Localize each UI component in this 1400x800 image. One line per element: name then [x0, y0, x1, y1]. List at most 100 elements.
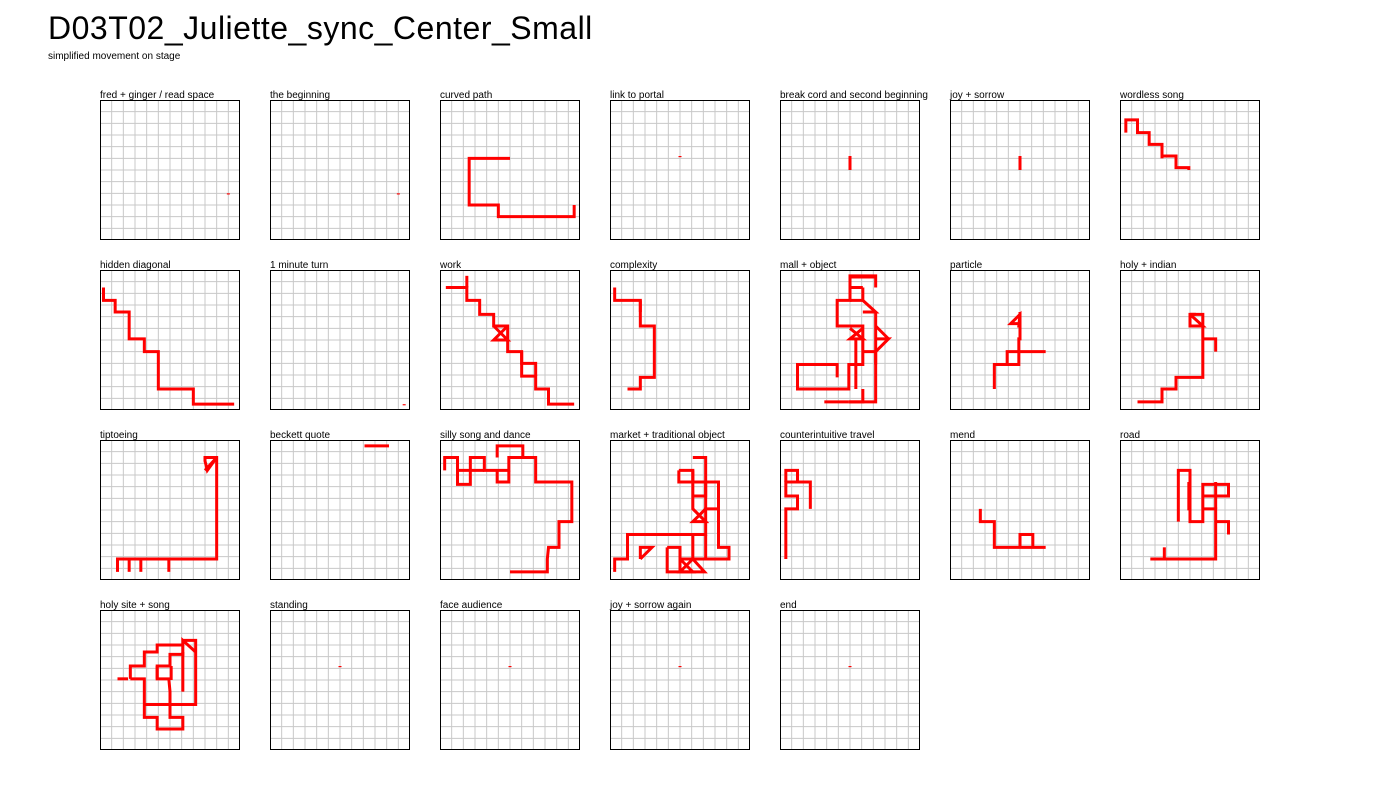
stage-frame — [610, 270, 750, 410]
stage-grid — [440, 440, 580, 580]
stage-grid — [270, 270, 410, 410]
stage-frame — [440, 610, 580, 750]
panel-title: mall + object — [780, 260, 837, 271]
stage-grid — [610, 100, 750, 240]
panel-title: end — [780, 600, 797, 611]
panel-title: particle — [950, 260, 983, 271]
stage-grid — [100, 270, 240, 410]
panel-title: break cord and second beginning — [780, 90, 928, 101]
panel-title: wordless song — [1120, 90, 1184, 101]
movement-path — [130, 677, 185, 731]
movement-path — [613, 507, 731, 572]
movement-path — [845, 327, 868, 341]
stage-frame — [270, 440, 410, 580]
movement-path — [467, 156, 576, 219]
chart-panel: the beginning — [270, 90, 410, 250]
stage-grid — [270, 100, 410, 240]
panel-title: standing — [270, 600, 308, 611]
chart-panel: break cord and second beginning — [780, 90, 928, 250]
chart-panel: tiptoeing — [100, 430, 240, 590]
stage-frame — [780, 270, 920, 410]
panel-title: link to portal — [610, 90, 664, 101]
stage-grid — [1120, 440, 1260, 580]
movement-path — [848, 274, 878, 289]
chart-panel: link to portal — [610, 90, 750, 250]
movement-path — [692, 482, 708, 498]
movement-path — [1188, 313, 1207, 328]
stage-frame — [100, 100, 240, 240]
movement-path — [203, 456, 218, 472]
panel-title: complexity — [610, 260, 658, 271]
movement-path — [874, 324, 893, 353]
movement-path — [520, 351, 538, 377]
movement-path — [677, 470, 693, 484]
stage-grid — [440, 270, 580, 410]
chart-panel: face audience — [440, 600, 580, 760]
stage-grid — [270, 440, 410, 580]
movement-path — [613, 287, 656, 391]
movement-path — [784, 468, 799, 482]
stage-frame — [1120, 440, 1260, 580]
stage-grid — [270, 610, 410, 750]
chart-panel: end — [780, 600, 920, 760]
panel-title: mend — [950, 430, 976, 441]
panel-title: silly song and dance — [440, 430, 531, 441]
chart-panel: market + traditional object — [610, 430, 750, 590]
movement-path — [848, 389, 865, 404]
movement-path — [1124, 118, 1191, 170]
stage-frame — [610, 610, 750, 750]
stage-grid — [610, 610, 750, 750]
page-title: D03T02_Juliette_sync_Center_Small — [48, 10, 593, 46]
stage-grid — [610, 270, 750, 410]
chart-panel: standing — [270, 600, 410, 760]
movement-path — [978, 508, 1046, 549]
stage-grid — [780, 440, 920, 580]
stage-frame — [610, 440, 750, 580]
stage-frame — [950, 270, 1090, 410]
stage-frame — [440, 100, 580, 240]
panel-title: market + traditional object — [610, 430, 725, 441]
stage-frame — [270, 100, 410, 240]
movement-path — [1150, 468, 1230, 561]
chart-panel: fred + ginger / read space — [100, 90, 240, 250]
movement-path — [992, 350, 1021, 389]
stage-frame — [780, 100, 920, 240]
movement-path — [850, 287, 865, 302]
stage-grid — [950, 270, 1090, 410]
movement-path — [676, 557, 697, 574]
stage-frame — [440, 270, 580, 410]
chart-panel: 1 minute turn — [270, 260, 410, 420]
stage-frame — [1120, 100, 1260, 240]
stage-grid — [440, 100, 580, 240]
chart-panel: wordless song — [1120, 90, 1260, 250]
stage-grid — [780, 610, 920, 750]
stage-grid — [950, 440, 1090, 580]
stage-grid — [950, 100, 1090, 240]
stage-grid — [100, 100, 240, 240]
panel-title: curved path — [440, 90, 493, 101]
stage-grid — [440, 610, 580, 750]
panel-title: fred + ginger / read space — [100, 90, 215, 101]
chart-panel: holy site + song — [100, 600, 240, 760]
stage-grid — [100, 610, 240, 750]
chart-panel: curved path — [440, 90, 580, 250]
movement-path — [128, 636, 198, 706]
stage-grid — [1120, 270, 1260, 410]
stage-grid — [1120, 100, 1260, 240]
panel-title: counterintuitive travel — [780, 430, 875, 441]
panel-title: work — [440, 260, 462, 271]
stage-grid — [780, 100, 920, 240]
movement-path — [638, 545, 656, 561]
chart-panel: particle — [950, 260, 1090, 420]
chart-panel: mend — [950, 430, 1090, 590]
movement-path — [495, 444, 525, 458]
chart-panel: joy + sorrow again — [610, 600, 750, 760]
panel-title: tiptoeing — [100, 430, 138, 441]
chart-panel: holy + indian — [1120, 260, 1260, 420]
stage-frame — [270, 610, 410, 750]
panel-title: road — [1120, 430, 1141, 441]
panel-title: holy + indian — [1120, 260, 1177, 271]
movement-path — [1187, 482, 1191, 511]
chart-panel: mall + object — [780, 260, 920, 420]
chart-panel: complexity — [610, 260, 750, 420]
